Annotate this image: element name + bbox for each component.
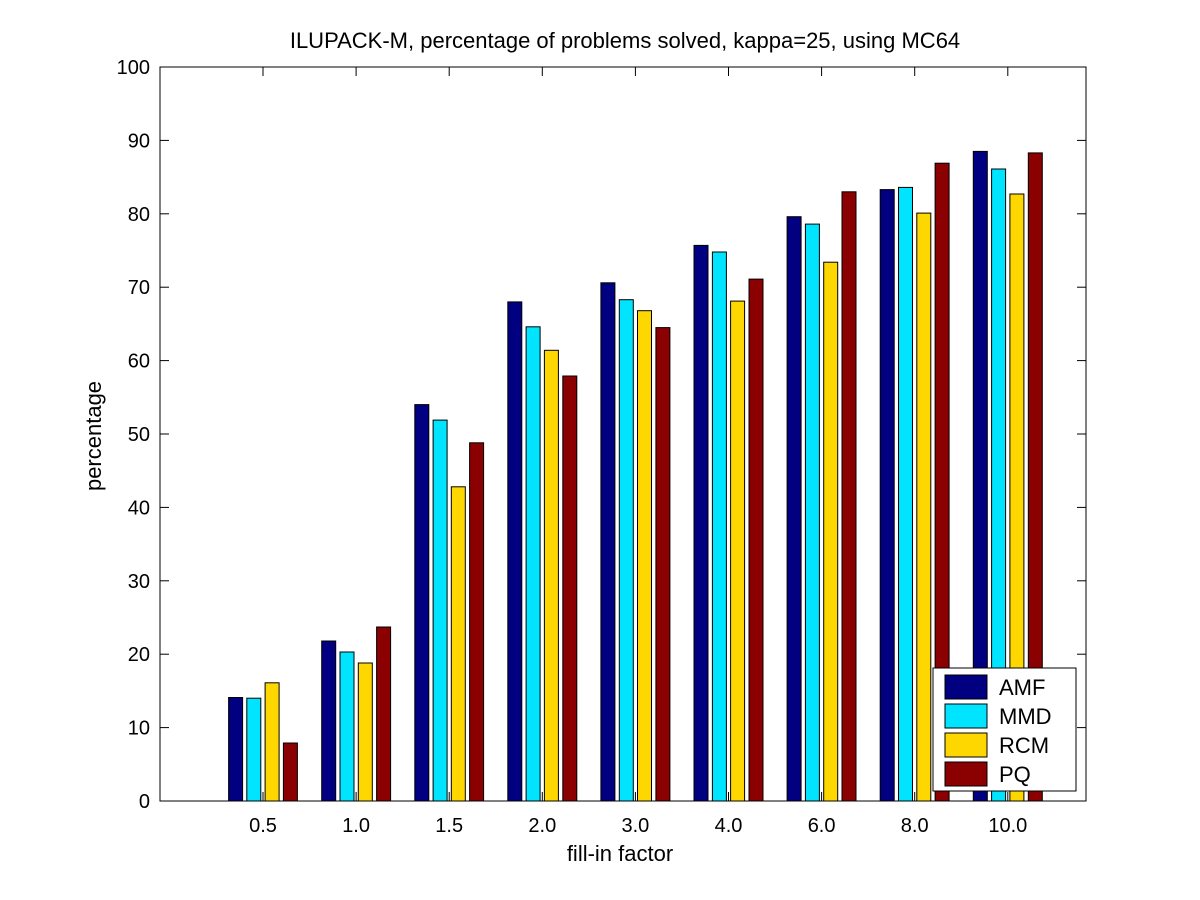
bar-mmd-8.0 xyxy=(898,186,913,802)
bar-mmd-4.0 xyxy=(711,251,727,802)
bar-amf-6.0 xyxy=(786,216,802,802)
y-tick-label: 100 xyxy=(117,57,150,79)
x-tick-label: 4.0 xyxy=(715,815,743,837)
bar-mmd-6.0 xyxy=(804,223,820,802)
bar-mmd-1.0 xyxy=(339,651,355,802)
y-tick-label: 10 xyxy=(128,718,150,740)
x-axis-label: fill-in factor xyxy=(567,841,673,866)
x-tick-label: 1.5 xyxy=(435,815,463,837)
legend-label-pq: PQ xyxy=(999,762,1031,787)
bar-amf-1.0 xyxy=(321,640,337,802)
bar-amf-8.0 xyxy=(879,189,895,802)
bar-mmd-3.0 xyxy=(618,299,634,802)
x-tick-label: 0.5 xyxy=(249,815,277,837)
legend-swatch-pq xyxy=(944,761,988,787)
legend: AMF MMD RCM PQ xyxy=(932,667,1077,792)
bar-amf-0.5 xyxy=(228,697,244,802)
y-tick-label: 90 xyxy=(128,130,150,152)
x-tick-label: 3.0 xyxy=(621,815,649,837)
y-axis: 0 10 20 30 40 50 60 70 80 90 100 xyxy=(117,57,1086,813)
bar-mmd-0.5 xyxy=(246,697,262,802)
y-tick-label: 70 xyxy=(128,277,150,299)
bar-rcm-1.5 xyxy=(450,486,466,802)
legend-swatch-amf xyxy=(944,674,988,700)
bar-rcm-1.0 xyxy=(357,662,373,802)
bar-rcm-8.0 xyxy=(916,212,932,802)
y-axis-label: percentage xyxy=(81,381,106,491)
x-axis: 0.5 1.0 1.5 2.0 3.0 4.0 6.0 8.0 10.0 xyxy=(249,67,1027,837)
bar-amf-1.5 xyxy=(414,404,430,802)
bar-rcm-3.0 xyxy=(637,310,652,802)
bar-mmd-2.0 xyxy=(525,326,541,802)
bar-amf-3.0 xyxy=(600,282,616,802)
bars-layer xyxy=(228,150,1043,802)
bar-pq-1.0 xyxy=(376,626,392,802)
bar-pq-0.5 xyxy=(282,742,298,802)
y-tick-label: 50 xyxy=(128,424,150,446)
bar-rcm-4.0 xyxy=(730,300,746,802)
y-tick-label: 30 xyxy=(128,571,150,593)
y-tick-label: 0 xyxy=(139,791,150,813)
legend-label-rcm: RCM xyxy=(999,733,1049,758)
bar-amf-4.0 xyxy=(693,244,709,802)
x-tick-label: 8.0 xyxy=(901,815,929,837)
y-tick-label: 80 xyxy=(128,204,150,226)
y-tick-label: 60 xyxy=(128,351,150,373)
y-tick-label: 20 xyxy=(128,644,150,666)
bar-amf-2.0 xyxy=(507,301,523,802)
bar-pq-1.5 xyxy=(469,442,485,802)
bar-rcm-2.0 xyxy=(543,349,559,802)
x-tick-label: 1.0 xyxy=(342,815,370,837)
bar-pq-4.0 xyxy=(748,278,764,802)
x-tick-label: 6.0 xyxy=(808,815,836,837)
bar-pq-2.0 xyxy=(562,375,578,802)
legend-label-mmd: MMD xyxy=(999,704,1052,729)
x-tick-label: 2.0 xyxy=(528,815,556,837)
chart-title: ILUPACK-M, percentage of problems solved… xyxy=(290,28,960,53)
legend-label-amf: AMF xyxy=(999,675,1045,700)
bar-rcm-0.5 xyxy=(264,682,280,802)
y-tick-label: 40 xyxy=(128,497,150,519)
bar-mmd-1.5 xyxy=(432,419,448,802)
legend-swatch-mmd xyxy=(944,703,988,729)
bar-pq-6.0 xyxy=(841,191,857,802)
x-tick-label: 10.0 xyxy=(988,815,1027,837)
legend-swatch-rcm xyxy=(944,732,988,758)
bar-rcm-6.0 xyxy=(823,261,839,802)
bar-pq-3.0 xyxy=(655,327,671,802)
